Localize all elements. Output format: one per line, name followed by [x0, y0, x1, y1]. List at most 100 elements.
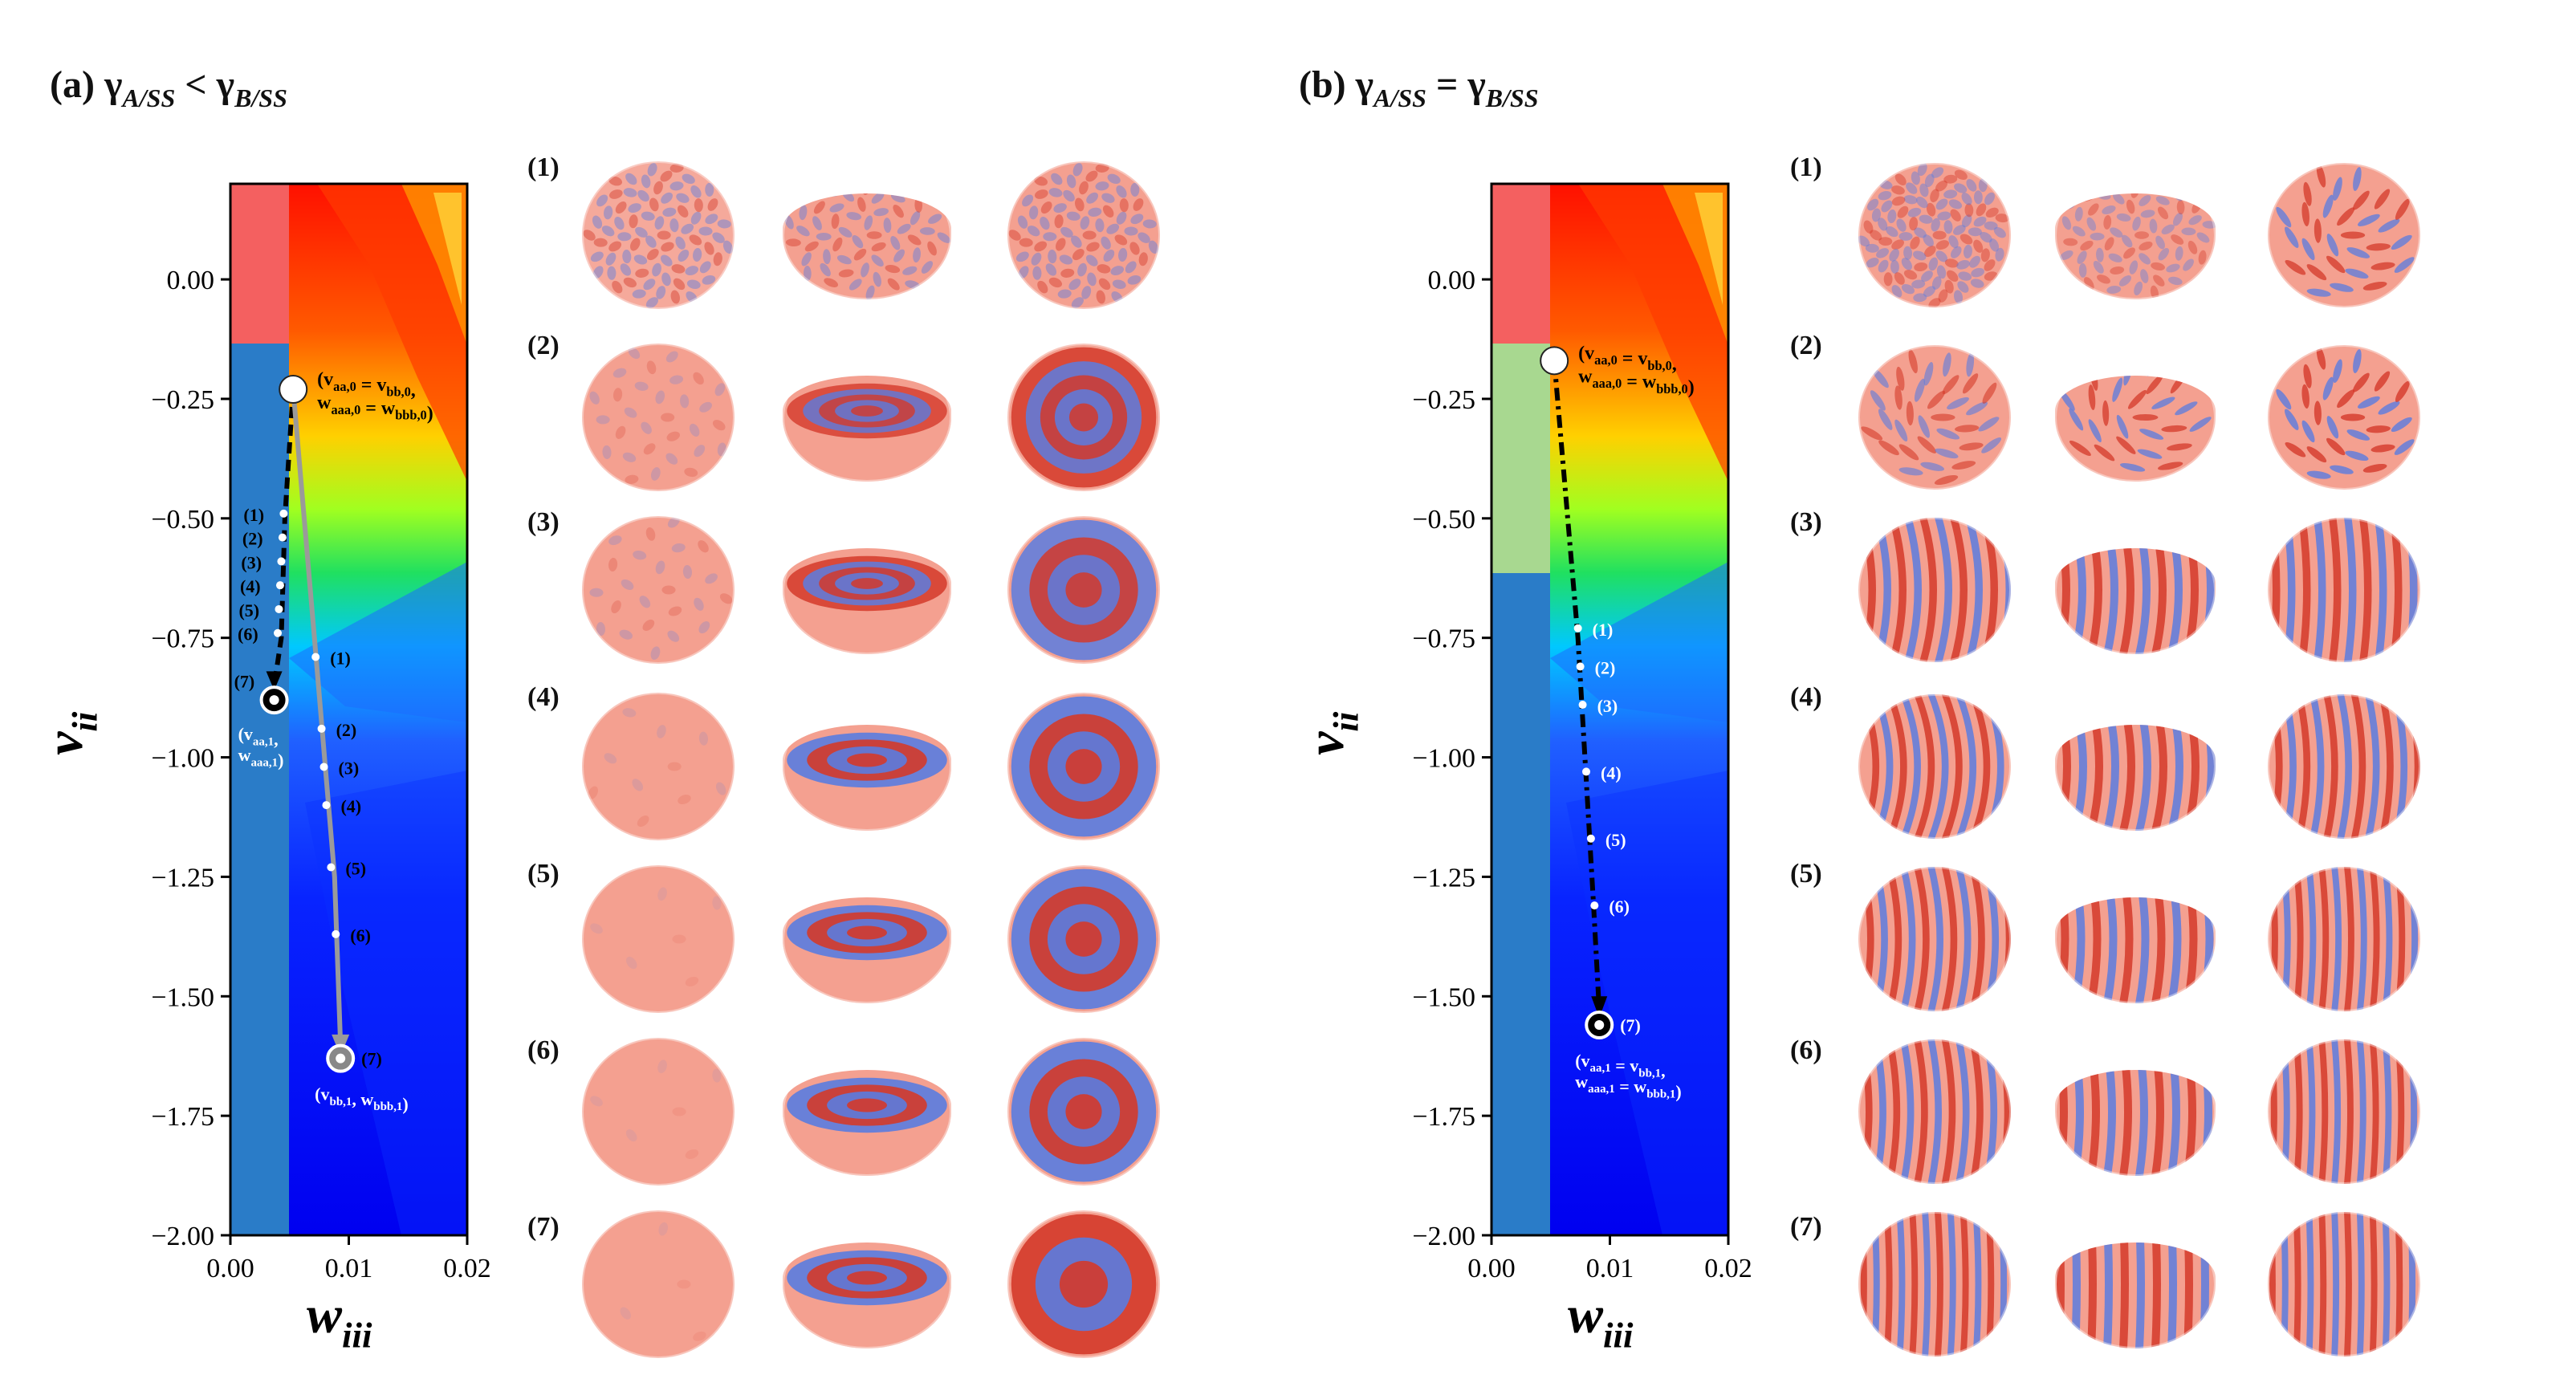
morphology-b-4-2: [2055, 725, 2216, 831]
morphology-a-4-1: [582, 693, 735, 840]
y-tick-label: 0.00: [1428, 266, 1476, 295]
path-point: [1576, 662, 1585, 671]
end-label-black-line1: (vaa,1,: [238, 724, 279, 749]
morphology-b-7-3: [2268, 1212, 2420, 1356]
path-point-label: (5): [345, 859, 366, 879]
path-point-label: (3): [1597, 696, 1618, 716]
path-point-label: (7): [234, 671, 255, 691]
path-point: [1590, 901, 1599, 910]
path-point-label: (3): [241, 552, 262, 572]
x-axis-label: wiii: [1568, 1286, 1634, 1355]
morphology-a-6-1: [582, 1038, 735, 1186]
morphology-b-4-1: [1858, 694, 2011, 839]
path-point: [317, 724, 326, 733]
morphology-b-1-1: [1858, 163, 2011, 307]
panel-a-title: (a) γA/SS < γB/SS: [50, 63, 287, 112]
y-tick-label: −0.75: [1412, 624, 1475, 654]
start-label-line1: (vaa,0 = vbb,0,: [317, 369, 416, 401]
morphology-b-2-1: [1858, 345, 2011, 490]
row-label-a-7: (7): [527, 1212, 560, 1242]
morphology-a-6-3: [1007, 1038, 1160, 1186]
morphology-b-2-3: [2268, 345, 2420, 490]
path-point: [332, 929, 340, 938]
morphology-b-7-1: [1858, 1212, 2011, 1356]
x-axis-label: wiii: [307, 1286, 372, 1355]
y-axis-label: vii: [35, 711, 104, 755]
row-label-a-1: (1): [527, 153, 560, 182]
y-tick-label: −1.75: [1412, 1102, 1475, 1132]
path-point-label: (4): [240, 576, 261, 596]
morphology-b-4-3: [2268, 694, 2420, 839]
path-point: [274, 628, 282, 637]
arrow-head-b: [1591, 996, 1608, 1019]
y-tick-label: −0.25: [151, 385, 214, 415]
start-label-b-line2: waaa,0 = wbbb,0): [1578, 366, 1695, 397]
path-point-label: (4): [340, 796, 361, 816]
end-label-black-line2: waaa,1): [238, 745, 284, 770]
morphology-a-2-3: [1007, 344, 1160, 491]
morphology-b-1-3: [2268, 163, 2420, 307]
row-label-b-2: (2): [1790, 331, 1822, 360]
path-black-a: [271, 388, 296, 686]
x-tick-label: 0.02: [1704, 1254, 1752, 1283]
y-tick-label: −1.50: [1412, 982, 1475, 1012]
y-tick-label: −1.00: [151, 744, 214, 774]
x-tick-label: 0.01: [1586, 1254, 1634, 1283]
row-label-b-3: (3): [1790, 507, 1822, 537]
morphology-a-3-2: [783, 548, 951, 654]
path-point: [277, 557, 286, 566]
path-point: [1578, 701, 1587, 710]
y-axis-label: vii: [1296, 711, 1365, 755]
path-point: [1582, 767, 1590, 776]
x-tick-label: 0.02: [443, 1254, 491, 1283]
morphology-grid-a: [580, 160, 1162, 1360]
y-tick-label: 0.00: [167, 266, 215, 295]
path-point-label: (7): [1620, 1015, 1641, 1035]
path-point-label: (2): [1595, 657, 1616, 677]
morphology-a-1-3: [1007, 161, 1160, 309]
row-label-b-4: (4): [1790, 682, 1822, 712]
end-point-black-a-core: [269, 695, 279, 706]
arrow-head-black-a: [266, 671, 283, 691]
y-tick-label: −0.50: [151, 505, 214, 535]
morphology-a-1-1: [582, 161, 735, 309]
start-point-b: [1540, 346, 1569, 376]
x-tick-label: 0.00: [206, 1254, 254, 1283]
path-point-label: (6): [238, 624, 258, 645]
panel-a: (a) γA/SS < γB/SS: [0, 0, 1276, 1395]
morphology-a-1-2: [783, 193, 951, 299]
path-point-label: (7): [361, 1049, 382, 1069]
start-label-b-line1: (vaa,0 = vbb,0,: [1578, 343, 1677, 374]
morphology-b-3-2: [2055, 548, 2216, 654]
x-tick-label: 0.01: [325, 1254, 373, 1283]
y-tick-label: −1.75: [151, 1102, 214, 1132]
morphology-b-6-1: [1858, 1039, 2011, 1184]
start-point-a: [279, 375, 308, 405]
panel-b-title: (b) γA/SS = γB/SS: [1299, 63, 1539, 112]
path-point-label: (6): [350, 925, 371, 946]
morphology-a-2-2: [783, 376, 951, 482]
path-point: [1573, 624, 1582, 632]
row-label-a-2: (2): [527, 331, 560, 360]
y-tick-label: −0.75: [151, 624, 214, 654]
row-label-b-7: (7): [1790, 1212, 1822, 1242]
y-tick-label: −1.25: [151, 863, 214, 893]
path-point: [275, 604, 283, 613]
morphology-b-5-2: [2055, 897, 2216, 1003]
end-label-gray: (vbb,1, wbbb,1): [315, 1084, 409, 1114]
y-tick-label: −1.00: [1412, 744, 1475, 774]
path-point: [275, 581, 284, 590]
morphology-b-1-2: [2055, 193, 2216, 299]
path-point-label: (6): [1609, 897, 1630, 917]
x-tick-label: 0.00: [1467, 1254, 1516, 1283]
path-point: [327, 863, 336, 872]
morphology-a-7-3: [1007, 1210, 1160, 1358]
path-point-label: (3): [339, 758, 360, 778]
morphology-a-3-3: [1007, 516, 1160, 664]
y-tick-label: −2.00: [1412, 1222, 1475, 1251]
morphology-a-6-2: [783, 1070, 951, 1176]
row-label-b-6: (6): [1790, 1035, 1822, 1065]
morphology-a-3-1: [582, 516, 735, 664]
